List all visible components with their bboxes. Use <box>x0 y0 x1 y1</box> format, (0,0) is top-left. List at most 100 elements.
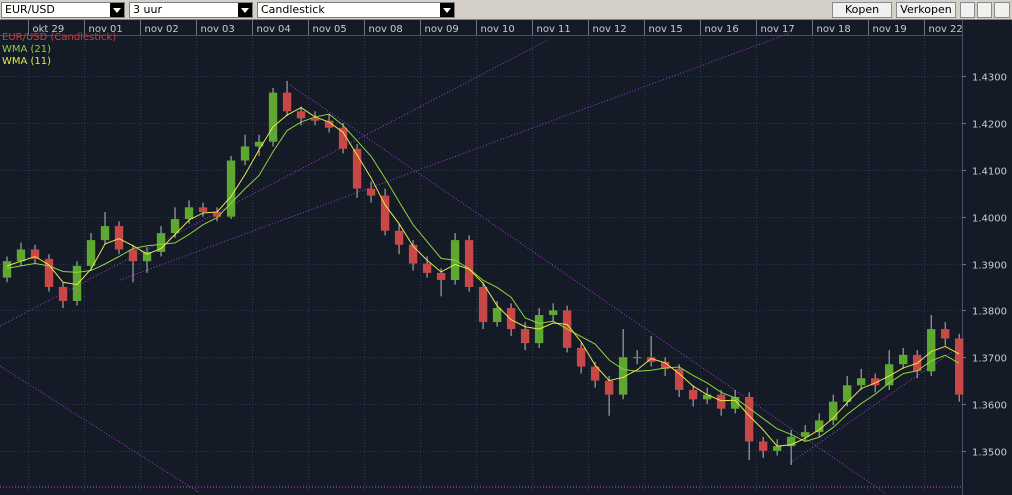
candle-body <box>758 441 768 451</box>
toolbar: EUR/USD 3 uur Candlestick Kopen Verkopen <box>0 0 1012 20</box>
draw-button[interactable] <box>977 2 992 18</box>
candle-body <box>184 207 194 220</box>
candle-body <box>422 263 432 273</box>
candle-body <box>842 385 852 402</box>
candle-body <box>772 446 782 451</box>
candle-body <box>884 364 894 386</box>
grid <box>0 20 962 493</box>
y-tick-label: 1.3800 <box>972 307 1007 318</box>
candle-body <box>856 378 866 386</box>
candle-body <box>870 378 880 386</box>
candle-body <box>548 310 558 316</box>
x-tick-label: nov 04 <box>257 24 291 35</box>
chart-type-select[interactable]: Candlestick <box>257 2 455 18</box>
x-tick-label: nov 10 <box>481 24 515 35</box>
candle-body <box>2 261 12 278</box>
candle-body <box>380 195 390 231</box>
x-tick-label: nov 05 <box>313 24 347 35</box>
trendline <box>119 32 791 281</box>
candle-body <box>30 249 40 259</box>
candle-body <box>44 258 54 287</box>
y-tick-label: 1.3600 <box>972 401 1007 412</box>
candle-body <box>688 389 698 400</box>
y-tick-label: 1.3500 <box>972 448 1007 459</box>
x-tick-label: nov 11 <box>537 24 571 35</box>
legend-entry: EUR/USD (Candlestick) <box>2 32 116 43</box>
trendlines <box>0 32 963 494</box>
candle-body <box>100 226 110 241</box>
candle-body <box>716 394 726 409</box>
x-tick-label: nov 02 <box>145 24 179 35</box>
candle-body <box>282 92 292 112</box>
popout-button[interactable] <box>994 2 1010 18</box>
candle-body <box>310 118 320 121</box>
dropdown-arrow <box>110 3 124 17</box>
candle-body <box>702 394 712 400</box>
interval-text: 3 uur <box>133 3 162 16</box>
candle-body <box>240 146 250 161</box>
candle-body <box>156 233 166 252</box>
x-tick-label: nov 09 <box>425 24 459 35</box>
chart: EUR/USD (Candlestick) WMA (21) WMA (11) … <box>0 20 1012 495</box>
candle-body <box>786 436 796 447</box>
candle-body <box>254 141 264 147</box>
candle-body <box>730 396 740 409</box>
y-tick-label: 1.4000 <box>972 214 1007 225</box>
candle-body <box>128 249 138 262</box>
candle-body <box>464 240 474 287</box>
candle-body <box>576 347 586 367</box>
legend-entry: WMA (21) <box>2 44 51 55</box>
candle-body <box>58 286 68 301</box>
sell-button[interactable]: Verkopen <box>896 2 956 18</box>
dropdown-arrow <box>440 3 454 17</box>
wma-line <box>6 106 960 447</box>
candle-body <box>520 329 530 344</box>
interval-select[interactable]: 3 uur <box>129 2 253 18</box>
candle-body <box>814 420 824 433</box>
candle-body <box>898 354 908 365</box>
candle-body <box>632 357 642 359</box>
candle-body <box>660 361 670 369</box>
candle-body <box>674 368 684 390</box>
symbol-text: EUR/USD <box>5 3 55 16</box>
x-tick-label: nov 15 <box>649 24 683 35</box>
candle-body <box>800 432 810 437</box>
candle-body <box>86 240 96 266</box>
candle-body <box>506 308 516 330</box>
y-tick-label: 1.3700 <box>972 354 1007 365</box>
candle-body <box>296 111 306 119</box>
trendline <box>0 39 549 327</box>
candle-body <box>16 249 26 262</box>
candle-body <box>590 366 600 381</box>
candle-body <box>492 308 502 323</box>
candle-body <box>828 401 838 421</box>
indicator-button[interactable] <box>960 2 975 18</box>
candle-body <box>478 286 488 323</box>
x-tick-label: nov 01 <box>89 24 123 35</box>
dropdown-arrow <box>238 3 252 17</box>
x-tick-label: nov 22 <box>929 24 963 35</box>
symbol-select[interactable]: EUR/USD <box>1 2 125 18</box>
marks <box>2 80 964 465</box>
candle-body <box>226 160 236 217</box>
candle-body <box>72 265 82 301</box>
candle-body <box>618 357 628 395</box>
candle-body <box>268 92 278 142</box>
candle-body <box>352 148 362 189</box>
candle-body <box>744 396 754 442</box>
candle-body <box>170 219 180 234</box>
candle-body <box>646 357 656 362</box>
y-tick-label: 1.3900 <box>972 261 1007 272</box>
x-tick-label: nov 19 <box>873 24 907 35</box>
candle-body <box>926 329 936 372</box>
candle-body <box>408 244 418 264</box>
trendline <box>0 365 201 494</box>
candle-body <box>366 188 376 196</box>
x-tick-label: nov 18 <box>817 24 851 35</box>
y-tick-label: 1.4200 <box>972 120 1007 131</box>
chart-type-text: Candlestick <box>261 3 325 16</box>
legend-entry: WMA (11) <box>2 56 51 67</box>
buy-button[interactable]: Kopen <box>832 2 892 18</box>
y-tick-label: 1.4100 <box>972 167 1007 178</box>
candle-body <box>114 226 124 250</box>
